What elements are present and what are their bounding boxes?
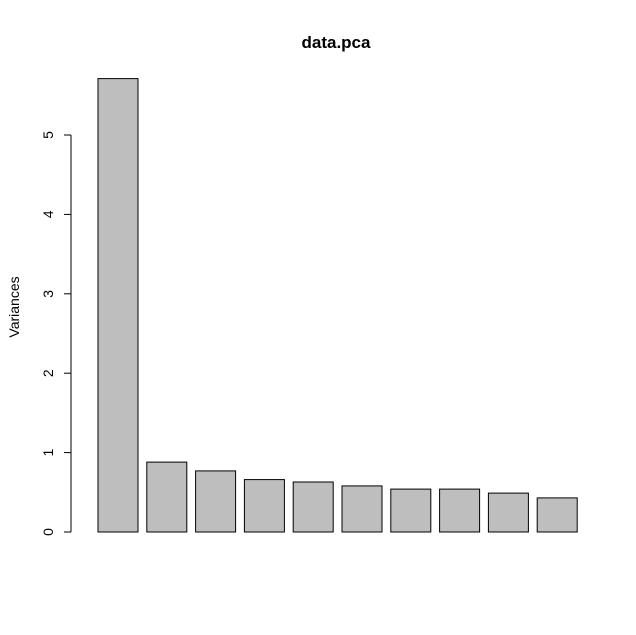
chart-title: data.pca (302, 33, 372, 52)
bar (487, 492, 529, 533)
bar (341, 485, 383, 533)
bar (390, 488, 432, 533)
bar (439, 488, 481, 533)
bar (195, 470, 237, 533)
y-tick-label: 1 (40, 448, 56, 456)
y-axis: 0 1 2 3 4 5 (40, 131, 72, 536)
bar (292, 481, 334, 533)
bar (146, 461, 188, 533)
bar (536, 497, 578, 533)
y-tick-label: 0 (40, 528, 56, 536)
y-axis-label: Variances (6, 276, 22, 337)
bar (243, 479, 285, 533)
y-tick-label: 2 (40, 369, 56, 377)
y-tick-label: 4 (40, 210, 56, 218)
bars (97, 78, 578, 533)
bar (97, 78, 139, 533)
y-tick-label: 5 (40, 131, 56, 139)
y-tick-label: 3 (40, 290, 56, 298)
